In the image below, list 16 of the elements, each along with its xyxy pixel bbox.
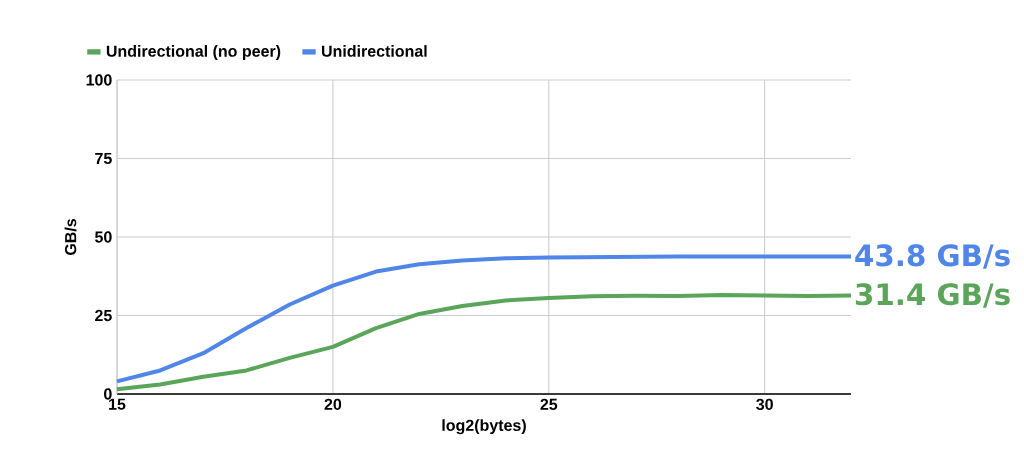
y-tick-label: 75 [95, 152, 112, 165]
x-tick-label: 25 [540, 398, 558, 411]
y-axis-title: GB/s [64, 218, 77, 256]
y-tick-label: 100 [86, 74, 112, 86]
annotation: 43.8 GB/s [855, 244, 1010, 269]
y-tick-label: 25 [95, 309, 112, 322]
y-tick-label: 50 [95, 231, 112, 243]
legend-label: Unidirectional [321, 45, 427, 57]
x-tick-label: 20 [324, 398, 342, 411]
legend-label: Undirectional (no peer) [106, 45, 281, 61]
x-tick-label: 30 [756, 398, 773, 411]
line-series [115, 293, 853, 392]
x-tick-label: 15 [109, 398, 126, 410]
annotation: 31.4 GB/s [855, 283, 1010, 308]
y-tick-label: 0 [104, 388, 112, 400]
x-axis-title: log2(bytes) [442, 419, 526, 435]
